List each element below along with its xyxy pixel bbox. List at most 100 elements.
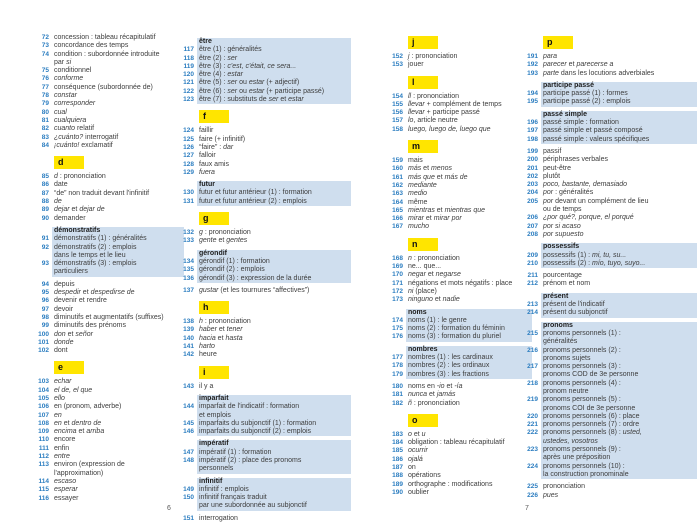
- entry-number: 211: [527, 272, 539, 280]
- section-letter-row: l: [408, 75, 530, 89]
- index-entry: 197 passé simple et passé composé: [523, 127, 697, 136]
- entry-number: 78: [41, 92, 49, 100]
- entry-text: gente et gentes: [199, 237, 248, 245]
- group-header-row: être: [179, 38, 351, 47]
- index-entry: 201 peut-être: [523, 165, 695, 173]
- entry-number: 176: [392, 333, 403, 341]
- entry-number: 137: [183, 286, 194, 294]
- entry-number: 125: [183, 135, 194, 143]
- index-entry: 73 concordance des temps: [34, 42, 182, 50]
- index-entry: 164 même: [388, 199, 530, 207]
- index-entry: 110 encore: [34, 436, 182, 444]
- entry-number: 109: [38, 428, 49, 436]
- entry-text: g : prononciation: [199, 229, 251, 237]
- index-entry: 165 mientras et mientras que: [388, 207, 530, 215]
- entry-text: essayer: [54, 494, 79, 502]
- entry-text: obligation : tableau récapitulatif: [408, 439, 505, 447]
- entry-number: 190: [392, 488, 403, 496]
- index-entry: 99 diminutifs des prénoms: [34, 322, 182, 330]
- group-header: démonstratifs: [52, 226, 184, 236]
- index-entry: 85 d : prononciation: [34, 173, 182, 181]
- section-letter: m: [408, 140, 438, 154]
- group-header-row: démonstratifs: [34, 226, 184, 236]
- entry-text: ñ : prononciation: [408, 399, 460, 407]
- entry-text: cual: [54, 108, 67, 116]
- entry-text: imparfait de l'indicatif : formation et …: [197, 403, 351, 420]
- entry-number: 145: [183, 419, 194, 427]
- index-entry: 142 heure: [179, 351, 349, 359]
- index-entry: 224 pronoms personnels (10) : la construc…: [523, 462, 697, 480]
- entry-number: 204: [527, 189, 538, 197]
- entry-number: 81: [41, 116, 49, 124]
- section-letter: h: [199, 301, 229, 315]
- entry-text: medio: [408, 190, 428, 198]
- index-entry: 87 “de” non traduit devant l'infinitif: [34, 190, 182, 198]
- index-entry: 120 être (4) : estar: [179, 71, 351, 80]
- entry-text: participe passé (2) : emplois: [541, 98, 697, 107]
- entry-text: possessifs (2) : mío, tuyo, suyo...: [541, 259, 697, 269]
- entry-text: opérations: [408, 472, 441, 480]
- index-entry: 118 être (2) : ser: [179, 54, 351, 63]
- section-letter-row: d: [54, 156, 182, 170]
- entry-number: 148: [183, 456, 194, 464]
- entry-text: despedir et despedirse de: [54, 289, 135, 297]
- entry-text: être (4) : estar: [197, 71, 351, 80]
- entry-number: 205: [527, 197, 538, 205]
- index-entry: 157 lo, article neutre: [388, 117, 530, 125]
- entry-number: 97: [41, 305, 49, 313]
- index-entry: 131 futur et futur antérieur (2) : emploi…: [179, 197, 351, 207]
- entry-text: más et menos: [408, 165, 452, 173]
- entry-text: dejar et dejar de: [54, 206, 105, 214]
- entry-number: 87: [41, 189, 49, 197]
- group-header: gérondif: [197, 249, 351, 258]
- entry-text: luego, luego de, luego que: [408, 125, 491, 133]
- entry-text: esperar: [54, 486, 78, 494]
- entry-text: en: [54, 411, 62, 419]
- entry-text: devenir et rendre: [54, 297, 107, 305]
- index-entry: 128 faux amis: [179, 161, 349, 169]
- entry-text: pues: [543, 491, 559, 499]
- entry-text: faux amis: [199, 160, 229, 168]
- section-letter-row: m: [408, 140, 530, 154]
- entry-text: escaso: [54, 477, 77, 485]
- group-header-row: infinitif: [179, 477, 351, 486]
- index-entry: 189 orthographe : modifications: [388, 481, 530, 489]
- index-entry: 138 h : prononciation: [179, 318, 349, 326]
- index-entry: 94 depuis: [34, 281, 182, 289]
- entry-number: 158: [392, 125, 403, 133]
- entry-text: “de” non traduit devant l'infinitif: [54, 189, 150, 197]
- entry-number: 134: [183, 257, 194, 265]
- entry-text: harto: [199, 343, 215, 351]
- index-entry: 204 por : généralités: [523, 189, 695, 197]
- section-letter-row: i: [199, 365, 349, 379]
- index-entry: 143 il y a: [179, 383, 349, 391]
- entry-number: 168: [392, 254, 403, 262]
- group-header-row: futur: [179, 181, 351, 190]
- entry-text: pourcentage: [543, 272, 582, 280]
- entry-text: gérondif (2) : emplois: [197, 266, 351, 275]
- entry-number: 206: [527, 214, 538, 222]
- entry-number: 165: [392, 206, 403, 214]
- entry-text: futur et futur antérieur (1) : formation: [197, 189, 351, 198]
- entry-number: 161: [392, 173, 403, 181]
- index-entry: 95 despedir et despedirse de: [34, 289, 182, 297]
- entry-number: 198: [527, 135, 538, 143]
- section-letter: i: [199, 365, 229, 379]
- index-entry: 86 date: [34, 181, 182, 189]
- entry-text: echar: [54, 378, 72, 386]
- entry-number: 121: [183, 79, 194, 87]
- index-entry: 102 dont: [34, 347, 182, 355]
- entry-text: lo, article neutre: [408, 117, 458, 125]
- entry-number: 155: [392, 100, 403, 108]
- entry-text: pronoms personnels (7) : ordre: [541, 421, 697, 430]
- index-entry: 122 être (6) : ser ou estar (+ participe …: [179, 87, 351, 97]
- index-entry: 92 démonstratifs (2) : emplois dans le te…: [34, 243, 184, 261]
- entry-text: infinitif français traduit par une subor…: [197, 494, 351, 511]
- entry-number: 75: [41, 67, 49, 75]
- entry-text: ¿por qué?, porque, el porqué: [543, 214, 634, 222]
- index-entry: 124 faillir: [179, 127, 349, 135]
- index-entry: 101 donde: [34, 339, 182, 347]
- section-letter-row: g: [199, 212, 349, 226]
- entry-number: 186: [392, 455, 403, 463]
- index-column-right-2: p 191 para 192 parecer et parecerse a 193 part…: [523, 34, 697, 500]
